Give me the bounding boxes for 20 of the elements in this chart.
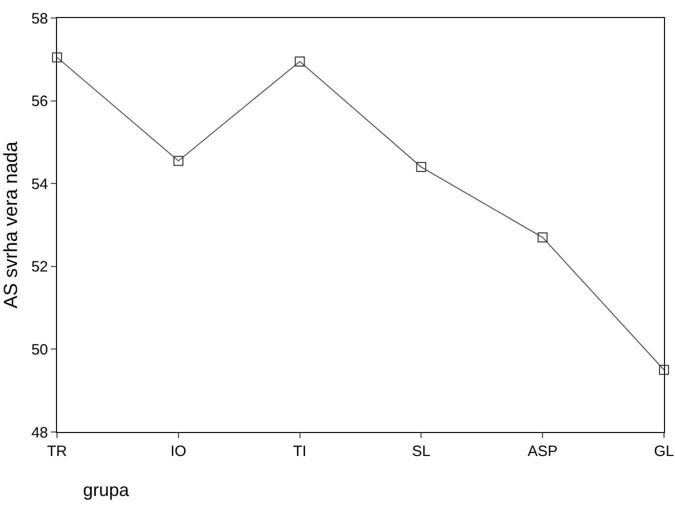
x-tick-label: GL xyxy=(654,443,674,460)
y-tick-label: 58 xyxy=(31,10,48,28)
x-tick-label: TI xyxy=(293,443,306,460)
point xyxy=(416,162,426,172)
point xyxy=(659,364,669,375)
y-tick-label: 56 xyxy=(31,93,48,110)
point xyxy=(294,56,305,66)
point xyxy=(52,52,62,62)
point xyxy=(538,232,548,242)
x-axis-title: grupa xyxy=(83,480,130,500)
y-tick-label: 54 xyxy=(31,176,48,193)
point xyxy=(173,156,184,166)
y-tick-label: 52 xyxy=(31,258,48,276)
y-tick-label: 50 xyxy=(31,341,48,358)
y-tick-label: 48 xyxy=(31,424,48,442)
x-tick-label: TR xyxy=(47,443,68,460)
y-axis-title: AS svrha vera nada xyxy=(1,141,22,308)
x-tick-label: SL xyxy=(412,443,430,460)
x-tick-label: ASP xyxy=(528,443,558,460)
x-tick-label: IO xyxy=(170,443,186,460)
